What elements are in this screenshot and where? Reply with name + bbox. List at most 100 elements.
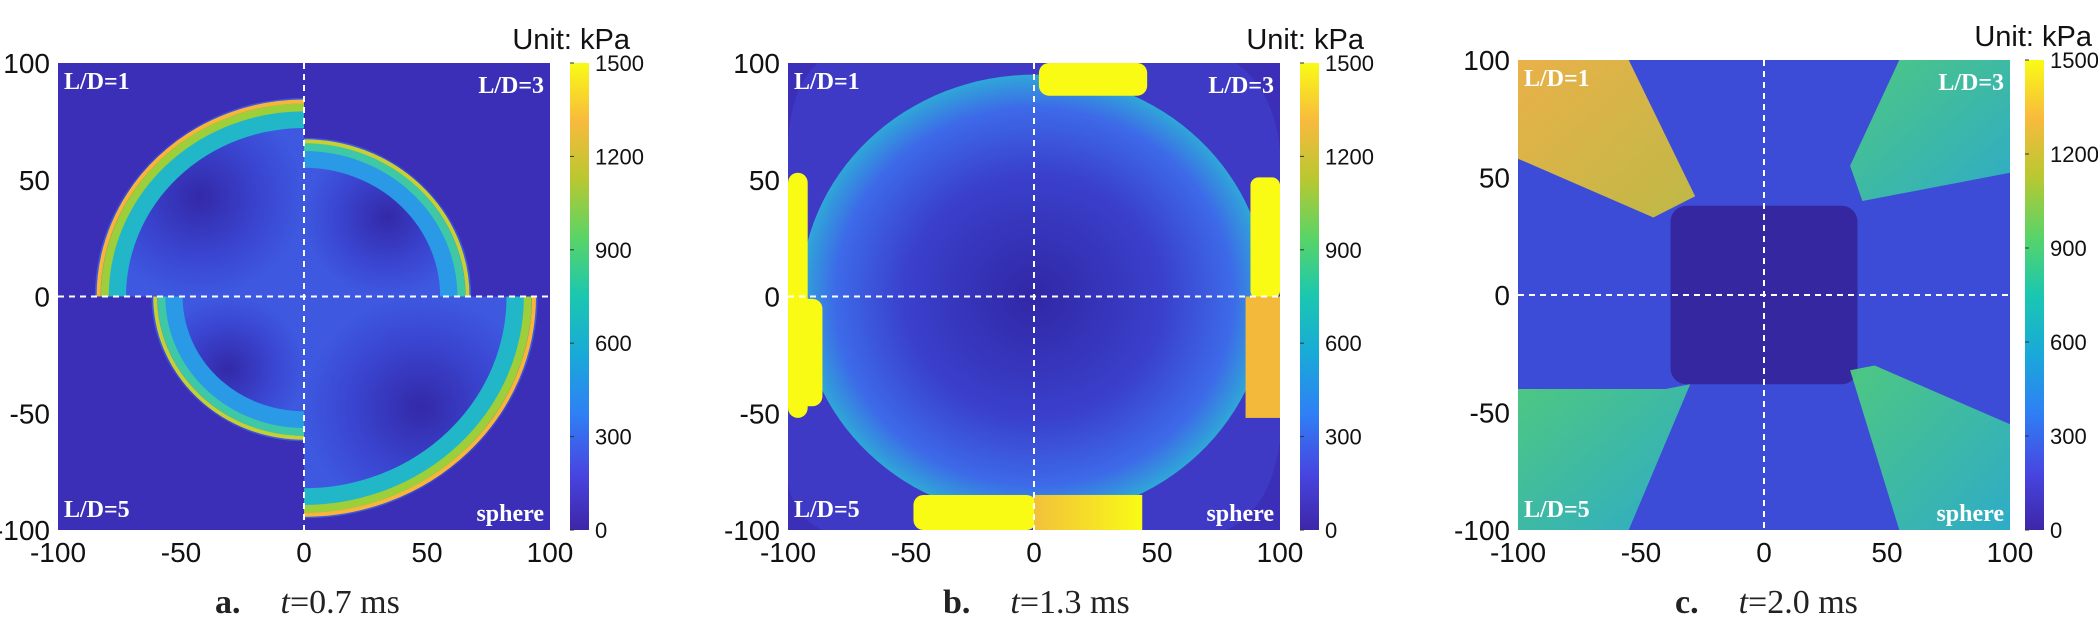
quadrant-label-top-right: L/D=3 [1208, 73, 1274, 99]
y-tick-label: -100 [1454, 515, 1510, 546]
pressure-field [94, 98, 538, 519]
corner-tr [1235, 63, 1280, 152]
quadrant-label-bottom-left: L/D=5 [64, 497, 130, 523]
shock-front-top-right [303, 139, 470, 297]
x-tick-label: 50 [411, 537, 442, 568]
x-tick-label: 0 [1026, 537, 1042, 568]
colorbar [570, 63, 589, 530]
y-tick-label: 50 [1479, 163, 1510, 194]
quadrant-label-top-left: L/D=1 [794, 69, 860, 95]
x-tick-label: 100 [527, 537, 574, 568]
colorbar-tick-label: 900 [595, 238, 632, 263]
panel-caption: c. t=2.0 ms [1675, 584, 1858, 621]
reflection-right-lower [1245, 296, 1280, 418]
colorbar-tick-label: 600 [1325, 331, 1362, 356]
colorbar-tick-label: 300 [2050, 424, 2087, 449]
colorbar-unit-label: Unit: kPa [1974, 21, 2093, 53]
y-tick-label: 100 [1463, 45, 1510, 76]
corner-tl [788, 63, 818, 152]
colorbar-unit-label: Unit: kPa [1246, 24, 1365, 56]
colorbar-tick-label: 0 [2050, 518, 2062, 543]
colorbar-tick-label: 1500 [595, 51, 644, 76]
caption-time-variable: t [1739, 584, 1750, 621]
caption-letter: a. [215, 584, 241, 621]
quadrant-label-top-right: L/D=3 [478, 73, 544, 99]
x-tick-label: 0 [1756, 537, 1772, 568]
caption-letter: b. [943, 584, 970, 621]
caption-time-variable: t [1010, 584, 1021, 621]
x-tick-label: -100 [760, 537, 816, 568]
x-tick-label: 50 [1871, 537, 1902, 568]
y-tick-label: -100 [724, 515, 780, 546]
shock-front-bottom-left [153, 296, 305, 440]
reflection-top [1038, 63, 1148, 96]
colorbar-tick-label: 600 [595, 331, 632, 356]
shock-band-outer-bottom-left [164, 296, 305, 430]
caption-time-value: =2.0 ms [1748, 584, 1858, 621]
colorbar-tick-label: 600 [2050, 330, 2087, 355]
y-tick-label: 50 [749, 165, 780, 196]
colorbar-tick-label: 0 [595, 518, 607, 543]
shock-front-top-left [96, 99, 305, 297]
corner-reflection-bottom-left [1518, 384, 1691, 530]
shock-band-outer-bottom-right [303, 296, 525, 507]
colorbar-tick-label: 1200 [2050, 142, 2098, 167]
quadrant-label-bottom-left: L/D=5 [1524, 497, 1590, 523]
reflection-bottom-right [1034, 494, 1143, 530]
corner-reflection-bottom-right [1850, 365, 2010, 530]
x-tick-label: -50 [161, 537, 201, 568]
y-tick-label: 0 [34, 282, 50, 313]
colorbar-tick-label: 900 [1325, 238, 1362, 263]
quadrant-label-bottom-right: sphere [1936, 501, 2004, 527]
x-tick-label: 0 [296, 537, 312, 568]
panel-b: L/D=1 L/D=3 L/D=5 sphere -100 -50 0 50 100 100 50 0… [724, 24, 1374, 621]
shock-band-mid-top-left [100, 103, 305, 297]
colorbar-unit-label: Unit: kPa [512, 24, 631, 56]
colorbar-tick-label: 900 [2050, 236, 2087, 261]
panel-caption: a. t=0.7 ms [215, 584, 400, 621]
corner-bl [788, 483, 823, 530]
shock-band-mid-bottom-left [157, 296, 305, 436]
x-tick-label: -100 [30, 537, 86, 568]
shock-front-bottom-right [303, 296, 537, 517]
y-tick-label: -100 [0, 515, 50, 546]
reflection-right [1250, 177, 1280, 299]
x-tick-label: 100 [1257, 537, 1304, 568]
corner-reflection-top-left [1518, 60, 1696, 218]
quadrant-label-top-left: L/D=1 [1524, 66, 1590, 92]
shock-region-bottom-right [304, 296, 538, 519]
panel-a: L/D=1 L/D=3 L/D=5 sphere -100 -50 0 50 100 100 50 0… [0, 24, 644, 621]
quadrant-label-bottom-left: L/D=5 [794, 497, 860, 523]
colorbar-tick-label: 1500 [2050, 48, 2098, 73]
corner-br [1225, 441, 1280, 530]
x-tick-label: 100 [1987, 537, 2034, 568]
colorbar [2025, 60, 2044, 530]
quadrant-label-bottom-right: sphere [476, 501, 544, 527]
x-tick-label: -50 [891, 537, 931, 568]
y-tick-label: -50 [1470, 398, 1510, 429]
x-tick-label: 50 [1141, 537, 1172, 568]
quadrant-label-bottom-right: sphere [1206, 501, 1274, 527]
reflection-bottom-left [913, 494, 1037, 530]
colorbar-tick-label: 0 [1325, 518, 1337, 543]
shock-band-mid-top-right [303, 143, 466, 297]
shock-region-top-right [304, 137, 472, 297]
y-tick-label: 0 [764, 282, 780, 313]
caption-letter: c. [1675, 584, 1699, 621]
shock-band-outer-top-right [303, 149, 459, 297]
colorbar [1300, 63, 1319, 530]
shock-band-outer-top-left [108, 110, 305, 297]
panel-caption: b. t=1.3 ms [943, 584, 1130, 621]
y-tick-label: 100 [3, 48, 50, 79]
x-tick-label: -100 [1490, 537, 1546, 568]
quadrant-label-top-right: L/D=3 [1938, 70, 2004, 96]
colorbar-tick-label: 300 [595, 425, 632, 450]
quadrant-label-top-left: L/D=1 [64, 69, 130, 95]
y-tick-label: 100 [733, 48, 780, 79]
y-tick-label: 0 [1494, 280, 1510, 311]
caption-time-value: =0.7 ms [290, 584, 400, 621]
shock-band-mid-bottom-right [303, 296, 532, 513]
shock-region-bottom-left [151, 296, 304, 442]
caption-time-value: =1.3 ms [1020, 584, 1130, 621]
